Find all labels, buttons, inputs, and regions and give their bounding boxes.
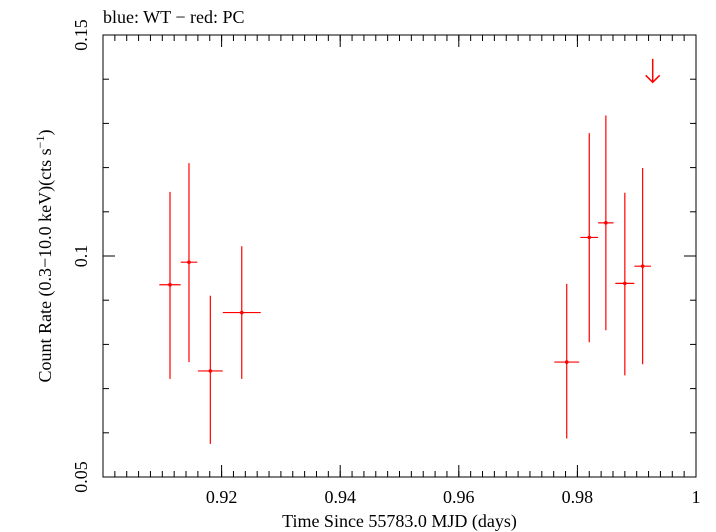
axis-ticks [103, 34, 697, 478]
x-tick-label: 0.96 [443, 487, 475, 507]
chart-subtitle: blue: WT − red: PC [103, 7, 244, 27]
data-point [197, 295, 223, 444]
y-tick-label: 0.1 [71, 245, 91, 268]
y-tick-labels: 0.05 0.1 0.15 [71, 19, 91, 493]
point-marker [587, 235, 592, 240]
y-tick-label: 0.15 [71, 19, 91, 51]
data-point [580, 133, 599, 343]
data-point [180, 163, 198, 363]
data-point [598, 115, 614, 331]
data-point [554, 283, 580, 439]
data-points [159, 115, 651, 444]
y-tick-label: 0.05 [71, 461, 91, 493]
point-marker [564, 360, 569, 364]
data-point [615, 192, 635, 376]
y-axis-title-end: ) [35, 130, 56, 136]
point-marker [604, 221, 608, 225]
y-axis-title-sup: −1 [33, 136, 47, 149]
point-marker [239, 310, 244, 315]
point-marker [168, 282, 172, 287]
y-axis-title-main: Count Rate (0.3−10.0 keV)(cts s [35, 148, 56, 382]
upper-limit-arrow [645, 58, 661, 84]
point-marker [208, 369, 213, 373]
x-tick-label: 0.94 [324, 487, 356, 507]
point-marker [623, 281, 627, 286]
y-axis-title: Count Rate (0.3−10.0 keV)(cts s−1) [33, 130, 56, 383]
point-marker [187, 260, 191, 264]
x-tick-label: 1 [692, 487, 701, 507]
data-point [634, 168, 651, 365]
data-point [159, 191, 181, 379]
x-tick-label: 0.92 [206, 487, 238, 507]
x-tick-labels: 0.92 0.94 0.96 0.98 1 [206, 487, 701, 507]
arrow-head [645, 74, 661, 84]
plot-frame [102, 34, 697, 478]
data-point [222, 246, 261, 379]
point-marker [640, 264, 645, 268]
x-axis-title: Time Since 55783.0 MJD (days) [282, 511, 517, 532]
x-tick-label: 0.98 [562, 487, 594, 507]
upper-limits [645, 58, 661, 84]
